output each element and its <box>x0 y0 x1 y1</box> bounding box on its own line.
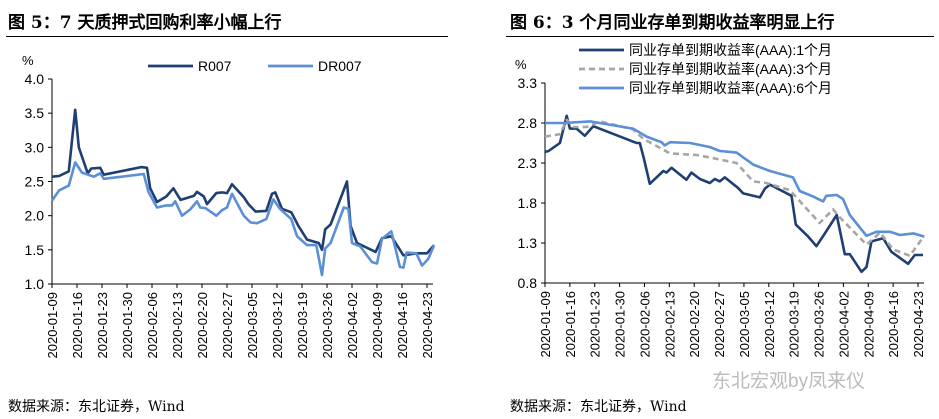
x-tick-label: 2020-02-13 <box>662 291 677 358</box>
title-divider <box>506 36 934 37</box>
source-note: 数据来源：东北证券，Wind <box>510 399 687 415</box>
y-tick-label: 3.3 <box>518 75 538 91</box>
x-tick-label: 2020-01-23 <box>95 292 110 359</box>
x-tick-label: 2020-02-06 <box>637 291 652 358</box>
y-tick-label: 1.8 <box>518 195 538 211</box>
series-line-0 <box>51 108 436 257</box>
y-tick-label: 1.0 <box>25 276 45 292</box>
x-tick-label: 2020-02-27 <box>220 292 235 359</box>
series-line-1 <box>50 161 436 277</box>
x-tick-label: 2020-01-09 <box>45 292 60 359</box>
x-tick-label: 2020-04-16 <box>886 291 901 358</box>
x-tick-label: 2020-03-12 <box>270 292 285 359</box>
y-tick-label: 0.8 <box>518 275 538 291</box>
y-tick-label: 2.8 <box>518 115 538 131</box>
x-tick-label: 2020-01-16 <box>70 292 85 359</box>
y-tick-label: 1.5 <box>25 242 45 258</box>
x-tick-label: 2020-04-16 <box>395 292 410 359</box>
x-tick-label: 2020-04-09 <box>370 292 385 359</box>
legend-label-2: 同业存单到期收益率(AAA):6个月 <box>629 80 832 96</box>
x-tick-label: 2020-04-23 <box>420 292 435 359</box>
x-tick-label: 2020-01-23 <box>588 291 603 358</box>
title-divider <box>6 36 448 37</box>
y-tick-label: 3.0 <box>25 139 45 155</box>
legend-label-1: DR007 <box>318 58 362 74</box>
x-tick-label: 2020-04-02 <box>345 292 360 359</box>
y-tick-label: 2.5 <box>25 174 45 190</box>
x-tick-label: 2020-02-27 <box>712 291 727 358</box>
x-tick-label: 2020-04-02 <box>836 291 851 358</box>
x-tick-label: 2020-03-26 <box>812 291 827 358</box>
y-tick-label: 1.3 <box>518 235 538 251</box>
chart-title-fig6: 图 6：3 个月同业存单到期收益率明显上行 <box>510 13 835 33</box>
x-tick-label: 2020-02-20 <box>195 292 210 359</box>
y-tick-label: 2.3 <box>518 155 538 171</box>
x-tick-label: 2020-02-20 <box>687 291 702 358</box>
watermark: 东北宏观by凤来仪 <box>712 371 866 392</box>
x-tick-label: 2020-01-30 <box>120 292 135 359</box>
series-line-0 <box>544 114 923 274</box>
x-tick-label: 2020-02-06 <box>145 292 160 359</box>
x-tick-label: 2020-04-09 <box>861 291 876 358</box>
x-tick-label: 2020-03-19 <box>295 292 310 359</box>
x-tick-label: 2020-03-26 <box>320 292 335 359</box>
y-tick-label: 2.0 <box>25 208 45 224</box>
x-tick-label: 2020-03-19 <box>787 291 802 358</box>
series-line-2 <box>545 120 925 238</box>
x-tick-label: 2020-04-23 <box>911 291 926 358</box>
x-tick-label: 2020-03-12 <box>762 291 777 358</box>
series-line-1 <box>544 118 925 258</box>
legend-label-1: 同业存单到期收益率(AAA):3个月 <box>629 61 832 77</box>
chart-title-fig5: 图 5：7 天质押式回购利率小幅上行 <box>8 13 282 33</box>
x-tick-label: 2020-01-30 <box>613 291 628 358</box>
legend-label-0: 同业存单到期收益率(AAA):1个月 <box>629 42 832 58</box>
x-tick-label: 2020-03-05 <box>245 292 260 359</box>
source-note: 数据来源：东北证券，Wind <box>8 399 185 415</box>
x-tick-label: 2020-02-13 <box>170 292 185 359</box>
x-tick-label: 2020-03-05 <box>737 291 752 358</box>
x-tick-label: 2020-01-09 <box>538 291 553 358</box>
legend-label-0: R007 <box>198 58 232 74</box>
y-axis-unit: % <box>515 57 527 72</box>
y-axis-unit: % <box>22 53 34 68</box>
y-tick-label: 4.0 <box>25 71 45 87</box>
x-tick-label: 2020-01-16 <box>563 291 578 358</box>
y-tick-label: 3.5 <box>25 105 45 121</box>
